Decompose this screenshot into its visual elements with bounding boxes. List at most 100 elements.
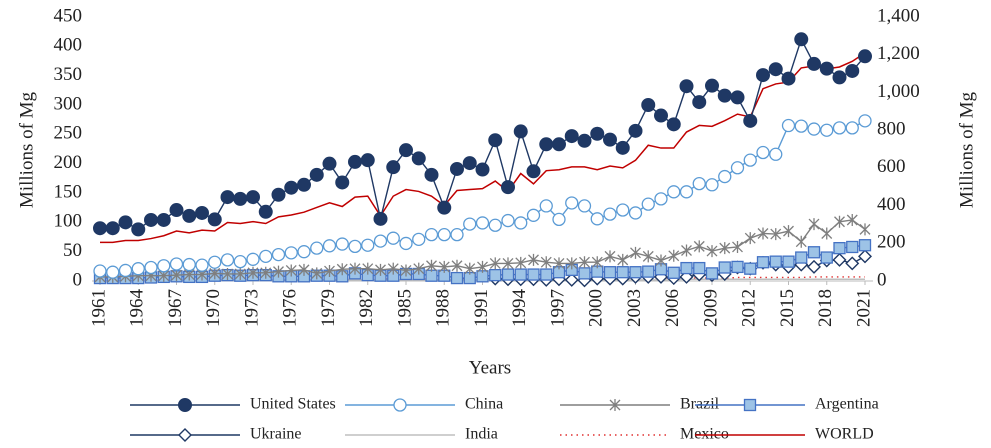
data-point xyxy=(348,154,362,169)
x-tick-label: 1961 xyxy=(88,289,109,327)
data-point xyxy=(832,252,847,267)
data-point xyxy=(222,267,233,280)
data-point xyxy=(246,252,260,266)
data-point xyxy=(603,266,617,279)
data-point xyxy=(477,260,488,273)
data-point xyxy=(182,257,196,272)
data-point xyxy=(310,241,324,255)
x-tick-label: 1976 xyxy=(280,289,301,327)
data-point xyxy=(540,268,553,281)
data-point xyxy=(450,161,464,176)
data-point xyxy=(795,235,807,248)
data-point xyxy=(718,261,731,274)
data-point xyxy=(590,212,604,226)
data-point xyxy=(450,228,464,242)
y-tick-label: 0 xyxy=(73,269,83,290)
data-point xyxy=(118,263,133,278)
data-point xyxy=(539,137,554,152)
data-point xyxy=(705,178,719,192)
data-point xyxy=(375,263,386,276)
legend-marker xyxy=(743,398,757,412)
legend-marker xyxy=(393,398,407,412)
data-point xyxy=(845,256,860,271)
y-tick-label: 50 xyxy=(63,240,82,261)
data-point xyxy=(438,260,450,273)
x-tick-label: 1982 xyxy=(356,289,377,327)
data-point xyxy=(348,239,362,254)
y2-tick-label: 1,200 xyxy=(877,43,920,64)
data-point xyxy=(246,190,260,205)
x-tick-label: 2015 xyxy=(777,289,798,327)
data-point xyxy=(756,256,770,269)
data-point xyxy=(692,176,706,191)
data-point xyxy=(515,256,527,269)
data-point xyxy=(106,265,120,279)
data-point xyxy=(171,269,182,282)
data-point xyxy=(577,133,592,148)
y-tick-label: 200 xyxy=(54,152,83,173)
data-point xyxy=(424,167,439,182)
data-point xyxy=(819,61,834,76)
x-tick-label: 1979 xyxy=(318,289,339,327)
x-tick-label: 1970 xyxy=(203,289,224,327)
data-point xyxy=(820,123,834,137)
data-point xyxy=(757,227,769,240)
series-line xyxy=(100,52,866,244)
data-point xyxy=(169,257,184,271)
x-tick-label: 2018 xyxy=(815,289,836,327)
data-point xyxy=(539,199,553,213)
y-tick-label: 350 xyxy=(54,64,83,85)
data-point xyxy=(768,62,783,77)
x-tick-label: 1997 xyxy=(547,289,568,327)
data-point xyxy=(615,140,630,155)
data-point xyxy=(629,266,642,279)
data-point xyxy=(437,200,452,215)
data-point xyxy=(488,218,502,232)
data-point xyxy=(284,246,298,260)
legend-label: Ukraine xyxy=(250,426,302,443)
data-point xyxy=(335,237,349,251)
data-point xyxy=(628,123,643,138)
data-point xyxy=(399,236,413,251)
data-point xyxy=(131,222,146,237)
data-point xyxy=(564,129,579,144)
data-point xyxy=(195,205,209,220)
data-point xyxy=(220,190,235,205)
y2-tick-label: 1,400 xyxy=(877,5,920,26)
data-point xyxy=(513,124,528,139)
data-point xyxy=(233,191,248,206)
data-point xyxy=(259,249,273,264)
data-point xyxy=(834,215,845,228)
data-point xyxy=(858,249,872,264)
data-point xyxy=(565,196,579,210)
data-point xyxy=(655,254,667,267)
data-point xyxy=(807,56,821,71)
data-point xyxy=(783,225,794,238)
data-point xyxy=(730,161,745,175)
data-point xyxy=(846,213,858,226)
data-point xyxy=(858,239,872,252)
legend-label: Brazil xyxy=(680,396,720,413)
data-point xyxy=(93,221,107,236)
data-point xyxy=(730,90,745,105)
data-point xyxy=(195,258,209,272)
data-point xyxy=(413,262,425,275)
data-point xyxy=(668,249,680,262)
data-point xyxy=(744,262,757,275)
data-point xyxy=(489,257,501,270)
data-point xyxy=(528,253,539,266)
data-point xyxy=(373,234,388,248)
data-point xyxy=(271,187,286,202)
y2-axis-title: Millions of Mg xyxy=(956,91,977,208)
legend-label: United States xyxy=(250,396,336,413)
data-point xyxy=(309,167,324,182)
data-point xyxy=(552,212,566,227)
data-point xyxy=(182,208,197,223)
data-point xyxy=(502,257,514,270)
data-point xyxy=(705,267,719,280)
data-point xyxy=(566,257,578,270)
data-point xyxy=(131,262,145,276)
x-tick-label: 1985 xyxy=(394,289,415,327)
y-tick-label: 100 xyxy=(54,211,83,232)
data-point xyxy=(311,267,323,280)
